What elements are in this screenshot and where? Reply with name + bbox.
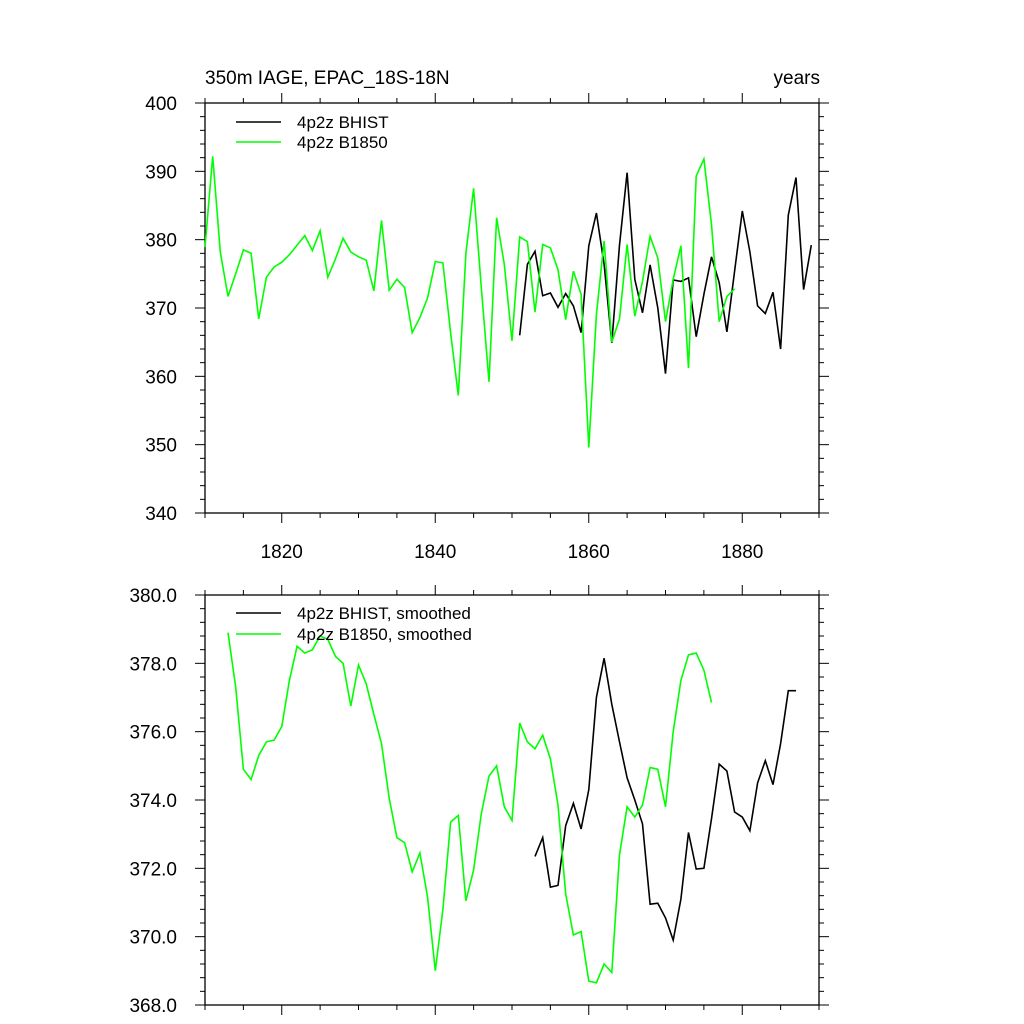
legend-label: 4p2z BHIST	[297, 113, 389, 132]
y-tick-label: 372.0	[129, 859, 177, 880]
y-tick-label: 360	[145, 367, 177, 388]
y-tick-label: 368.0	[129, 996, 177, 1017]
top-chart-title: 350m IAGE, EPAC_18S-18N	[205, 68, 450, 89]
y-tick-label: 400	[145, 94, 177, 115]
x-tick-label: 1820	[261, 542, 303, 563]
y-tick-label: 370	[145, 299, 177, 320]
y-tick-label: 380	[145, 231, 177, 252]
top-series-line-bhist	[518, 172, 813, 374]
top-plot-frame	[204, 102, 820, 514]
y-tick-label: 376.0	[129, 723, 177, 744]
bottom-series-line-b1850	[227, 632, 713, 984]
y-tick-label: 390	[145, 162, 177, 183]
x-tick-label: 1880	[721, 542, 763, 563]
y-tick-label: 350	[145, 436, 177, 457]
x-tick-label: 1860	[568, 542, 610, 563]
top-chart-panel: 350m IAGE, EPAC_18S-18N years 1820 1840 18…	[145, 68, 829, 563]
y-tick-label: 370.0	[129, 928, 177, 949]
bottom-chart-panel: 368.0 370.0 372.0 374.0 376.0 378.0 380.0 4p2z…	[129, 585, 829, 1017]
bottom-plot-frame	[204, 594, 820, 1006]
bottom-series-line-bhist	[534, 658, 796, 944]
y-tick-label: 374.0	[129, 791, 177, 812]
legend-label: 4p2z BHIST, smoothed	[297, 604, 471, 623]
top-series-line-b1850	[204, 156, 736, 448]
top-chart-units-label: years	[774, 68, 820, 89]
y-tick-label: 378.0	[129, 654, 177, 675]
legend-label: 4p2z B1850, smoothed	[297, 625, 472, 644]
x-tick-label: 1840	[414, 542, 456, 563]
y-tick-label: 340	[145, 504, 177, 525]
y-tick-label: 380.0	[129, 586, 177, 607]
legend-label: 4p2z B1850	[297, 133, 388, 152]
